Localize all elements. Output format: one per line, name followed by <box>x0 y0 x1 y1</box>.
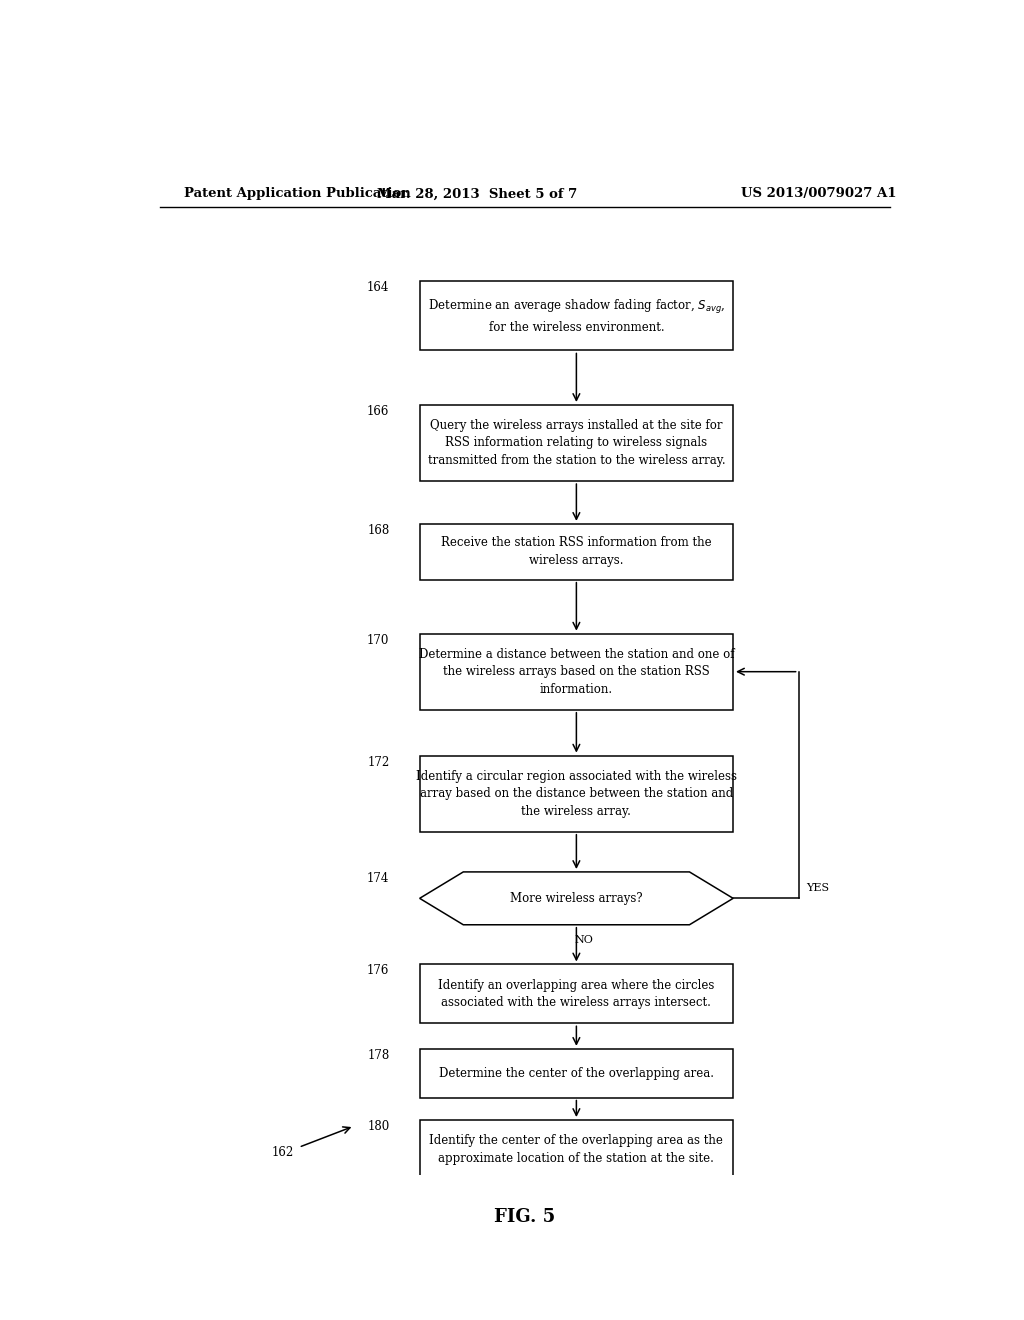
Bar <box>420 634 733 710</box>
Text: FIG. 5: FIG. 5 <box>495 1209 555 1226</box>
Text: 176: 176 <box>368 965 389 977</box>
Text: 166: 166 <box>368 405 389 418</box>
Bar <box>420 965 733 1023</box>
Bar <box>420 281 733 351</box>
Text: YES: YES <box>807 883 829 894</box>
Text: Determine an average shadow fading factor, $S_{avg}$,
for the wireless environme: Determine an average shadow fading facto… <box>428 298 725 334</box>
Text: Determine the center of the overlapping area.: Determine the center of the overlapping … <box>439 1067 714 1080</box>
Text: 180: 180 <box>368 1119 389 1133</box>
Text: US 2013/0079027 A1: US 2013/0079027 A1 <box>740 187 896 201</box>
Text: 174: 174 <box>368 873 389 884</box>
Bar <box>420 1119 733 1179</box>
Bar <box>420 755 733 832</box>
Text: Patent Application Publication: Patent Application Publication <box>183 187 411 201</box>
Text: 164: 164 <box>368 281 389 294</box>
Text: Determine a distance between the station and one of
the wireless arrays based on: Determine a distance between the station… <box>419 648 734 696</box>
Text: Receive the station RSS information from the
wireless arrays.: Receive the station RSS information from… <box>441 536 712 568</box>
Text: Mar. 28, 2013  Sheet 5 of 7: Mar. 28, 2013 Sheet 5 of 7 <box>377 187 578 201</box>
Text: Query the wireless arrays installed at the site for
RSS information relating to : Query the wireless arrays installed at t… <box>428 418 725 467</box>
Text: 178: 178 <box>368 1049 389 1061</box>
Text: 168: 168 <box>368 524 389 537</box>
Polygon shape <box>420 873 733 925</box>
Bar <box>420 524 733 579</box>
Text: Identify a circular region associated with the wireless
array based on the dista: Identify a circular region associated wi… <box>416 770 737 817</box>
Text: 162: 162 <box>271 1146 294 1159</box>
Text: More wireless arrays?: More wireless arrays? <box>510 892 643 904</box>
Text: Identify an overlapping area where the circles
associated with the wireless arra: Identify an overlapping area where the c… <box>438 978 715 1008</box>
Text: 172: 172 <box>368 755 389 768</box>
Text: 170: 170 <box>368 634 389 647</box>
Text: NO: NO <box>574 935 594 945</box>
Bar <box>420 1049 733 1097</box>
Bar <box>420 405 733 480</box>
Text: Identify the center of the overlapping area as the
approximate location of the s: Identify the center of the overlapping a… <box>429 1134 723 1164</box>
